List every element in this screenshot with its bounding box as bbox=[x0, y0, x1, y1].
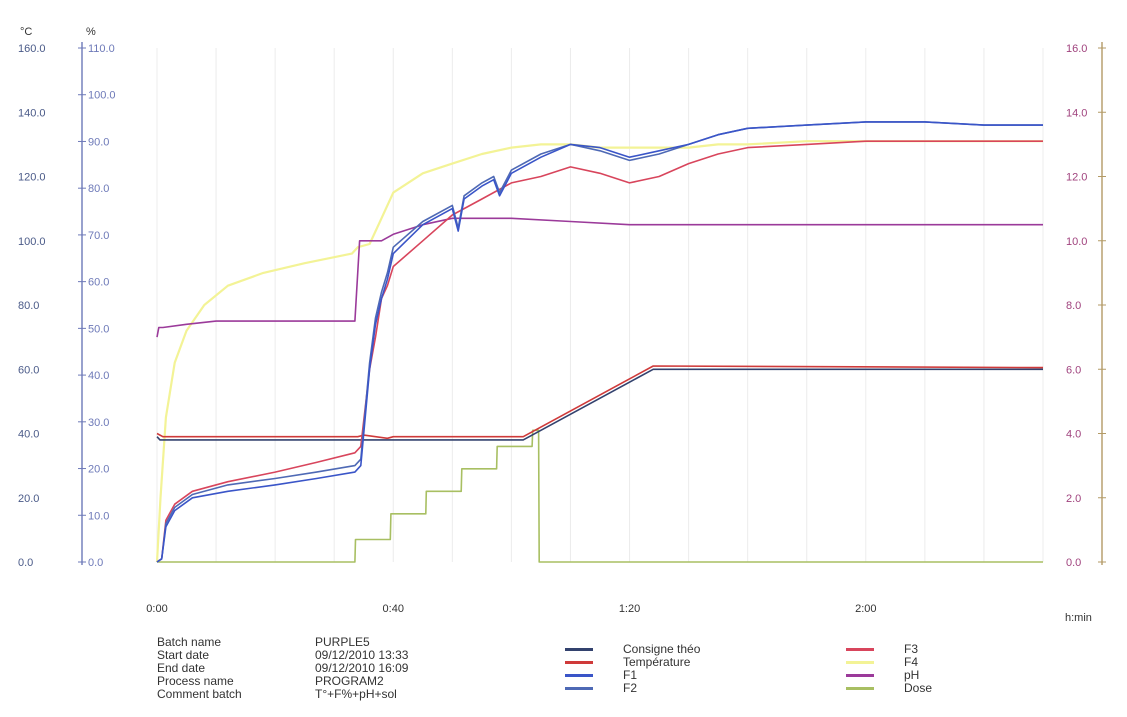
series-line-ph bbox=[156, 217, 1043, 338]
ph-tick-label: 16.0 bbox=[1066, 43, 1087, 55]
x-unit-label: h:min bbox=[1065, 612, 1092, 624]
legend-swatch bbox=[846, 674, 874, 677]
celsius-tick-label: 140.0 bbox=[18, 107, 46, 119]
percent-tick-label: 70.0 bbox=[88, 230, 109, 242]
series-line-temp-rature bbox=[156, 365, 1044, 440]
legend-item-f2: F2 bbox=[565, 682, 700, 695]
percent-tick-label: 110.0 bbox=[88, 43, 115, 55]
legend-swatch bbox=[565, 648, 593, 651]
ph-tick-label: 8.0 bbox=[1066, 300, 1081, 312]
celsius-unit-label: °C bbox=[20, 26, 32, 38]
legend-column-1: Consigne théo Température F1 F2 bbox=[565, 643, 700, 695]
x-tick-label: 2:00 bbox=[855, 603, 876, 615]
series-group bbox=[155, 121, 1044, 563]
info-row-start-date: Start date 09/12/2010 13:33 bbox=[157, 648, 409, 662]
ph-tick-label: 0.0 bbox=[1066, 557, 1081, 569]
celsius-tick-label: 20.0 bbox=[18, 493, 39, 505]
legend-item-temperature: Température bbox=[565, 656, 700, 669]
celsius-tick-label: 0.0 bbox=[18, 557, 33, 569]
legend-swatch bbox=[846, 687, 874, 690]
ph-tick-label: 2.0 bbox=[1066, 493, 1081, 505]
x-tick-label: 0:00 bbox=[146, 603, 167, 615]
celsius-tick-label: 120.0 bbox=[18, 172, 46, 184]
percent-tick-label: 10.0 bbox=[88, 510, 109, 522]
ph-tick-label: 6.0 bbox=[1066, 364, 1081, 376]
legend-item-consigne: Consigne théo bbox=[565, 643, 700, 656]
percent-tick-label: 50.0 bbox=[88, 323, 109, 335]
series-line-f2 bbox=[156, 121, 1043, 563]
legend-item-f3: F3 bbox=[846, 643, 932, 656]
ph-tick-label: 12.0 bbox=[1066, 172, 1087, 184]
series-line-f3 bbox=[156, 140, 1043, 563]
celsius-tick-label: 160.0 bbox=[18, 43, 46, 55]
grid-lines bbox=[156, 48, 1044, 562]
legend-swatch bbox=[565, 674, 593, 677]
legend-item-ph: pH bbox=[846, 669, 932, 682]
batch-info: Batch name PURPLE5 Start date 09/12/2010 1… bbox=[157, 636, 408, 701]
ph-tick-label: 4.0 bbox=[1066, 429, 1081, 441]
percent-tick-label: 60.0 bbox=[88, 277, 109, 289]
percent-tick-label: 100.0 bbox=[88, 90, 116, 102]
info-row-end-date: End date 09/12/2010 16:09 bbox=[157, 661, 409, 675]
legend-swatch bbox=[846, 661, 874, 664]
legend-item-f4: F4 bbox=[846, 656, 932, 669]
info-row-batch-name: Batch name PURPLE5 bbox=[157, 635, 370, 649]
x-tick-label: 1:20 bbox=[619, 603, 640, 615]
series-line-f4 bbox=[155, 140, 1043, 563]
ph-tick-label: 10.0 bbox=[1066, 236, 1087, 248]
legend-swatch bbox=[565, 687, 593, 690]
legend-item-f1: F1 bbox=[565, 669, 700, 682]
ph-tick-label: 14.0 bbox=[1066, 107, 1087, 119]
percent-tick-label: 80.0 bbox=[88, 183, 109, 195]
percent-tick-label: 30.0 bbox=[88, 417, 109, 429]
percent-tick-label: 0.0 bbox=[88, 557, 103, 569]
percent-tick-label: 40.0 bbox=[88, 370, 109, 382]
info-row-process-name: Process name PROGRAM2 bbox=[157, 674, 384, 688]
legend-swatch bbox=[846, 648, 874, 651]
legend-column-2: F3 F4 pH Dose bbox=[846, 643, 932, 695]
celsius-tick-label: 40.0 bbox=[18, 429, 39, 441]
percent-tick-label: 90.0 bbox=[88, 136, 109, 148]
info-row-comment-batch: Comment batch T°+F%+pH+sol bbox=[157, 687, 397, 701]
celsius-tick-label: 60.0 bbox=[18, 364, 39, 376]
celsius-tick-label: 80.0 bbox=[18, 300, 39, 312]
legend-item-dose: Dose bbox=[846, 682, 932, 695]
legend-swatch bbox=[565, 661, 593, 664]
series-line-consigne-th-o bbox=[156, 368, 1043, 441]
celsius-tick-label: 100.0 bbox=[18, 236, 46, 248]
percent-unit-label: % bbox=[86, 26, 96, 38]
process-chart: °C % 0.0 20.0 40.0 60.0 80.0 100.0 120.0 140.0 160… bbox=[18, 26, 1106, 624]
x-tick-label: 0:40 bbox=[383, 603, 404, 615]
series-line-f1 bbox=[156, 121, 1043, 563]
series-line-dose bbox=[157, 429, 1043, 563]
percent-tick-label: 20.0 bbox=[88, 464, 109, 476]
